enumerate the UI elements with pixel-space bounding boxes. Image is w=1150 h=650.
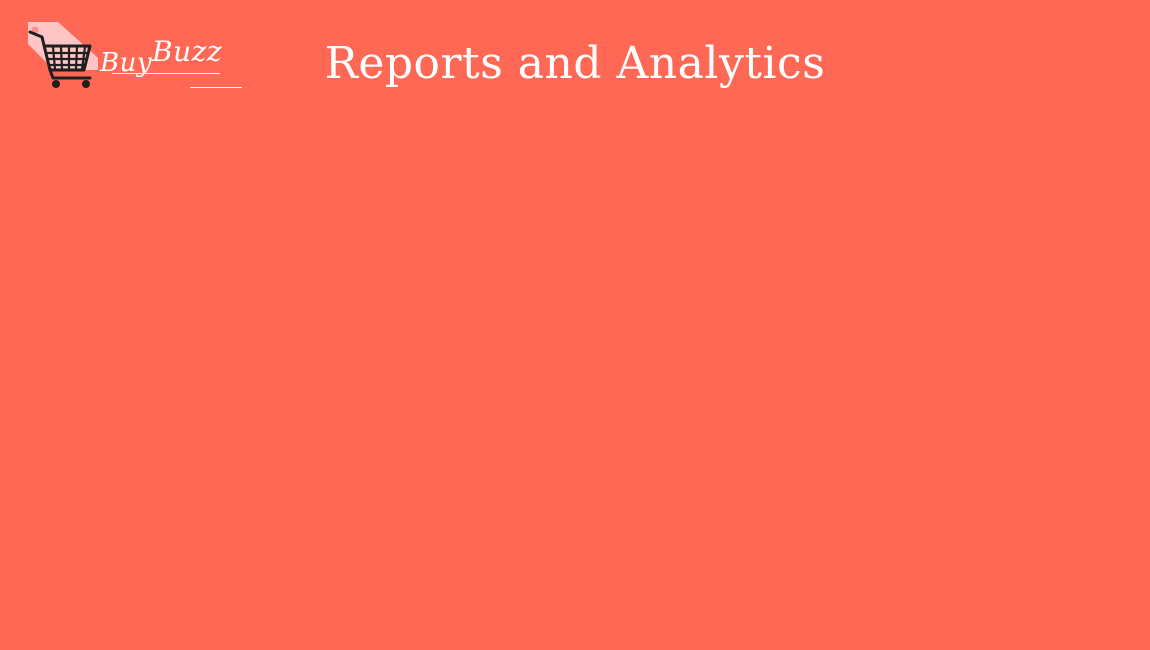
brand-wordmark: BuyBuzz (100, 35, 222, 78)
brand-logo[interactable]: BuyBuzz (20, 18, 242, 94)
brand-name-buzz: Buzz (152, 35, 223, 68)
shopping-cart-tag-icon (28, 22, 98, 88)
page-title: Reports and Analytics (324, 38, 826, 89)
brand-underline-secondary (190, 87, 242, 88)
brand-underline (112, 73, 220, 74)
